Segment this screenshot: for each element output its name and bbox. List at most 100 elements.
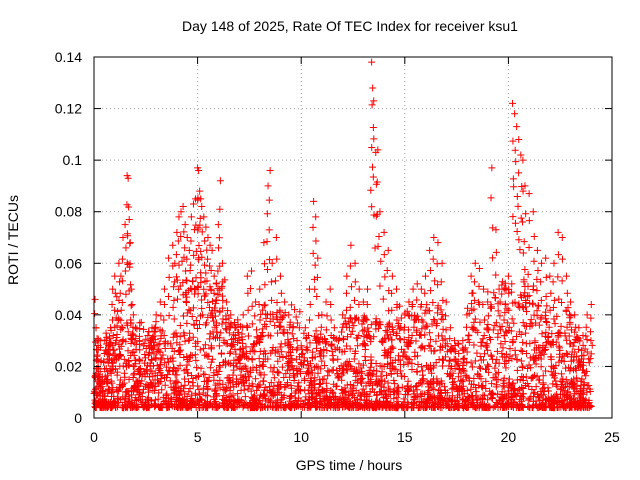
- data-point: [418, 316, 426, 324]
- data-point: [478, 403, 486, 411]
- chart-title: Day 148 of 2025, Rate Of TEC Index for r…: [182, 18, 518, 34]
- data-point: [265, 226, 273, 234]
- data-point: [418, 363, 426, 371]
- data-point: [91, 295, 99, 303]
- data-point: [459, 337, 467, 345]
- data-point: [289, 324, 297, 332]
- data-point: [130, 339, 138, 347]
- data-point: [482, 341, 490, 349]
- data-point: [505, 375, 513, 383]
- data-point: [200, 213, 208, 221]
- data-point: [579, 361, 587, 369]
- data-point: [198, 253, 206, 261]
- data-point: [371, 244, 379, 252]
- data-point: [100, 396, 108, 404]
- y-tick-label: 0.1: [63, 152, 83, 168]
- data-point: [284, 329, 292, 337]
- data-point: [368, 359, 376, 367]
- data-point: [121, 373, 129, 381]
- data-point: [529, 208, 537, 216]
- data-point: [430, 392, 438, 400]
- data-point: [428, 369, 436, 377]
- data-point: [209, 313, 217, 321]
- data-point: [171, 259, 179, 267]
- data-point: [256, 285, 264, 293]
- data-point: [133, 325, 141, 333]
- data-point: [533, 307, 541, 315]
- data-point: [430, 234, 438, 241]
- x-tick-label: 15: [397, 429, 413, 445]
- data-point: [327, 301, 335, 309]
- data-point: [367, 321, 375, 329]
- data-point: [396, 367, 404, 375]
- data-point: [364, 371, 372, 379]
- data-point: [201, 237, 209, 245]
- data-point: [127, 340, 135, 348]
- data-point: [192, 356, 200, 364]
- data-point: [487, 303, 495, 311]
- data-point: [280, 326, 288, 334]
- data-point: [586, 355, 594, 363]
- data-point: [174, 398, 182, 406]
- data-point: [221, 387, 229, 395]
- data-point: [186, 403, 194, 411]
- data-point: [393, 316, 401, 324]
- data-point: [173, 295, 181, 303]
- data-point: [369, 124, 377, 132]
- data-point: [232, 350, 240, 358]
- data-point: [347, 388, 355, 396]
- data-point: [393, 393, 401, 401]
- data-point: [410, 316, 418, 324]
- data-point: [117, 272, 125, 280]
- data-point: [273, 298, 281, 306]
- data-point: [305, 316, 313, 324]
- data-point: [579, 403, 587, 411]
- data-point: [338, 348, 346, 356]
- data-point: [464, 403, 472, 411]
- data-point: [200, 345, 208, 353]
- data-point: [91, 310, 99, 318]
- data-point: [206, 283, 214, 291]
- data-point: [140, 325, 148, 333]
- data-point: [185, 336, 193, 344]
- data-point: [143, 380, 151, 388]
- data-point: [494, 403, 502, 411]
- data-point: [257, 333, 265, 341]
- data-point: [346, 381, 354, 388]
- data-point: [388, 336, 396, 344]
- data-point: [480, 285, 488, 293]
- data-point: [527, 316, 535, 324]
- data-point: [422, 322, 430, 330]
- data-point: [368, 144, 376, 152]
- data-point: [355, 285, 363, 293]
- data-point: [532, 383, 540, 391]
- data-point: [175, 285, 183, 293]
- data-point: [227, 311, 235, 319]
- data-point: [98, 383, 106, 391]
- data-point: [383, 371, 391, 379]
- data-point: [455, 365, 463, 373]
- data-point: [351, 278, 359, 286]
- data-point: [245, 373, 253, 381]
- data-point: [204, 298, 212, 306]
- data-point: [196, 312, 204, 320]
- data-point: [104, 359, 112, 367]
- data-point: [468, 323, 476, 331]
- data-point: [413, 280, 421, 288]
- data-point: [260, 239, 268, 247]
- data-point: [204, 255, 212, 263]
- data-point: [156, 326, 164, 334]
- data-point: [508, 315, 516, 323]
- data-point: [121, 403, 129, 411]
- data-point: [427, 287, 435, 295]
- data-point: [211, 306, 219, 314]
- data-point: [437, 278, 445, 286]
- data-point: [182, 290, 190, 298]
- data-point: [173, 332, 181, 340]
- data-point: [413, 382, 421, 390]
- data-point: [244, 385, 252, 393]
- data-point: [333, 335, 341, 343]
- data-point: [198, 304, 206, 312]
- data-point: [181, 375, 189, 383]
- data-point: [477, 364, 485, 372]
